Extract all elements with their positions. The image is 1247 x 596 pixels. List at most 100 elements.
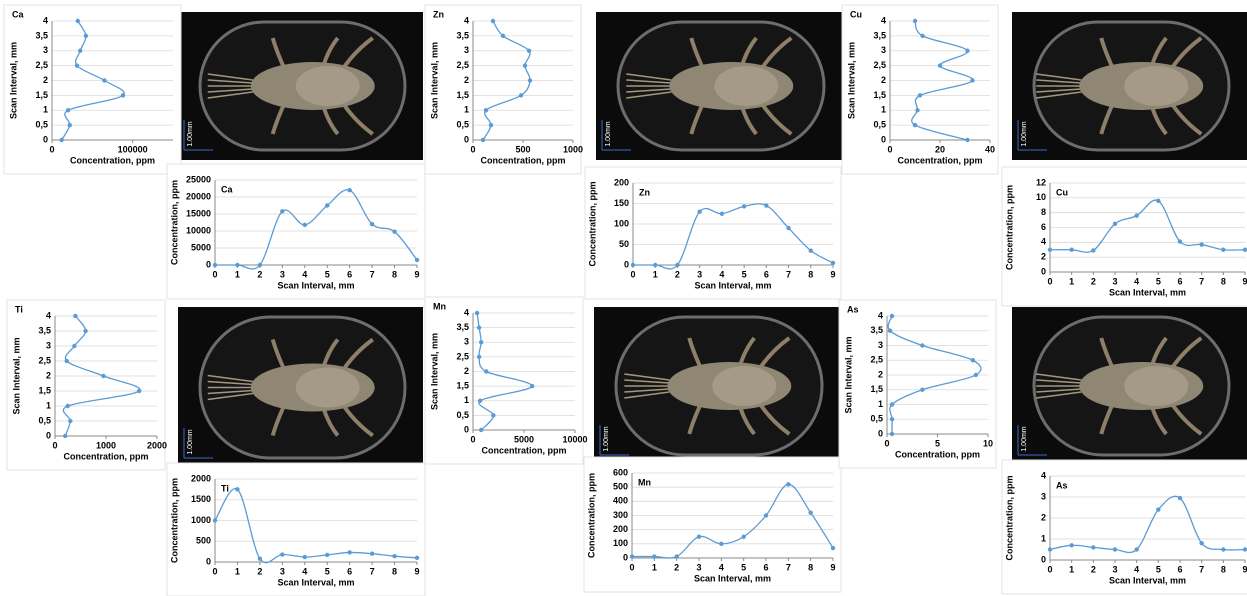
data-point [1221, 247, 1226, 252]
y-tick-label: 2,5 [456, 351, 469, 361]
x-tick-label: 6 [1177, 276, 1182, 286]
data-point [889, 313, 895, 319]
data-point [973, 372, 979, 378]
data-point [1177, 239, 1183, 244]
element-label: Mn [433, 301, 446, 311]
y-tick-label: 500 [613, 482, 628, 492]
x-tick-label: 1 [235, 269, 240, 279]
data-point [889, 431, 895, 437]
y-tick-label: 1,5 [456, 90, 469, 100]
x-tick-label: 8 [808, 562, 813, 572]
y-tick-label: 3 [464, 45, 469, 55]
scale-label: 1.00mm [1021, 121, 1028, 146]
y-axis-title: Scan Interval, mm [8, 42, 18, 119]
element-label: Ti [221, 483, 229, 493]
data-point [522, 63, 528, 68]
panel-frame [166, 163, 426, 300]
x-axis-title: Scan Interval, mm [277, 280, 354, 290]
data-point [965, 48, 970, 53]
y-tick-label: 3,5 [456, 322, 469, 332]
series-line [1049, 199, 1246, 253]
y-tick-label: 0 [206, 556, 211, 566]
antenna [624, 388, 670, 393]
y-tick-label: 1 [1041, 533, 1046, 543]
x-tick-label: 7 [1199, 564, 1204, 574]
y-tick-label: 4 [1041, 237, 1046, 247]
x-tick-label: 1000 [96, 440, 116, 450]
data-point [1156, 198, 1161, 203]
data-point [83, 328, 88, 334]
data-point [915, 108, 920, 113]
data-point [1242, 547, 1247, 552]
x-tick-label: 5 [325, 269, 330, 279]
x-tick-label: 1 [1069, 564, 1074, 574]
panel-frame [841, 4, 999, 175]
y-tick-label: 0 [464, 424, 469, 434]
x-tick-label: 2000 [147, 440, 167, 450]
x-tick-label: 1000 [563, 144, 583, 154]
y-tick-label: 100 [614, 218, 629, 228]
y-tick-label: 2 [464, 75, 469, 85]
data-point [302, 222, 307, 228]
data-point [347, 550, 352, 555]
x-tick-label: 5 [1156, 276, 1161, 286]
data-point [653, 262, 658, 268]
specimen-photo: 1.00mm [596, 12, 842, 160]
carapace [712, 366, 777, 406]
panel-frame [838, 299, 997, 469]
x-tick-label: 5000 [514, 434, 534, 444]
y-tick-label: 1 [464, 395, 469, 405]
x-tick-label: 7 [1199, 276, 1204, 286]
x-tick-label: 2 [257, 566, 262, 576]
data-point [912, 122, 918, 128]
antenna [1036, 79, 1082, 84]
data-point [764, 203, 769, 208]
data-point [1047, 547, 1053, 552]
scale-label: 1.00mm [1021, 426, 1028, 451]
x-tick-label: 6 [347, 566, 352, 576]
y-tick-label: 12 [1036, 177, 1046, 187]
data-point [741, 204, 747, 209]
x-tick-label: 40 [985, 144, 995, 154]
y-axis-title: Scan Interval, mm [11, 337, 21, 414]
y-tick-label: 4 [1041, 470, 1046, 480]
x-axis-title: Scan Interval, mm [277, 577, 354, 587]
data-point [302, 554, 307, 560]
panel-frame [583, 456, 842, 593]
x-tick-label: 5 [325, 566, 330, 576]
element-label: Zn [639, 187, 650, 197]
data-point [478, 427, 484, 433]
series-line [632, 203, 834, 270]
data-point [369, 551, 375, 556]
chart-panel: 0 0,5 1 1,5 2 2,5 3 3,5 4 0 1000 2000Concentration,… [6, 299, 167, 471]
y-tick-label: 0,5 [38, 415, 51, 425]
y-tick-label: 20000 [186, 191, 211, 201]
chart-panel: 0 0,5 1 1,5 2 2,5 3 3,5 4 0 500 1000Concentration, … [424, 4, 583, 175]
x-tick-label: 8 [1221, 564, 1226, 574]
x-tick-label: 0 [1047, 564, 1052, 574]
y-tick-label: 4 [46, 310, 51, 320]
scale-label: 1.00mm [605, 121, 612, 146]
data-point [72, 343, 77, 349]
data-point [73, 313, 78, 319]
data-point [212, 262, 218, 268]
panel-frame [1001, 166, 1247, 307]
y-tick-label: 500 [196, 536, 211, 546]
y-tick-label: 400 [613, 496, 628, 506]
panel-frame [3, 4, 182, 175]
data-point [741, 534, 746, 539]
x-tick-label: 9 [830, 562, 835, 572]
data-point [970, 78, 975, 83]
y-tick-label: 15000 [186, 208, 211, 218]
y-tick-label: 4 [464, 307, 469, 317]
data-point [912, 18, 918, 24]
data-point [1134, 547, 1139, 552]
data-point [369, 222, 375, 227]
y-tick-label: 4 [878, 310, 883, 320]
y-tick-label: 3,5 [35, 30, 48, 40]
x-tick-label: 4 [302, 566, 307, 576]
x-tick-label: 0 [1047, 276, 1052, 286]
x-tick-label: 0 [470, 434, 475, 444]
element-label: Cu [1056, 187, 1068, 197]
